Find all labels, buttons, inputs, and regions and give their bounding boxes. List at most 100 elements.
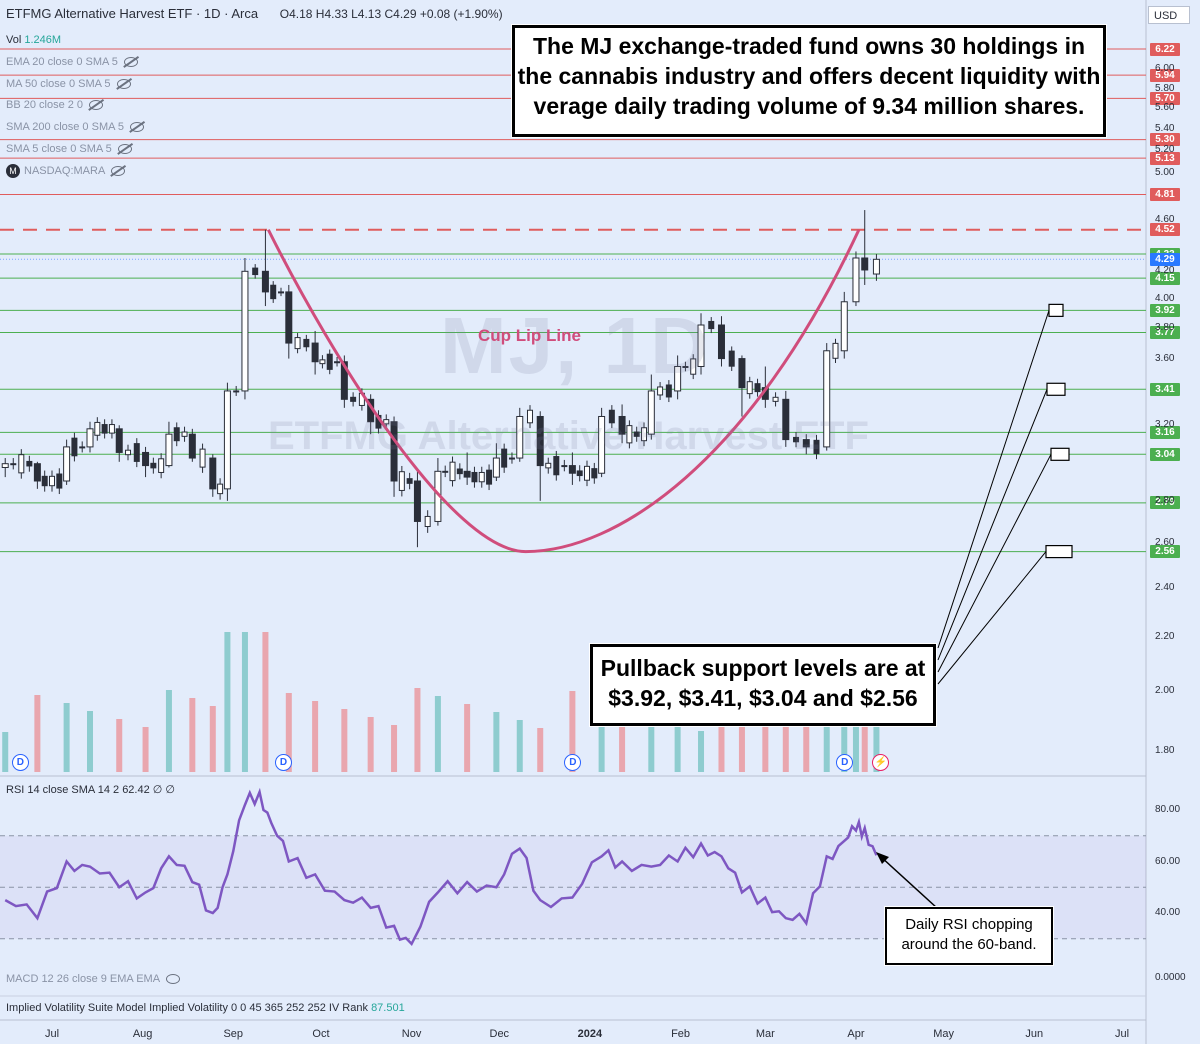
currency-selector[interactable]: USD bbox=[1148, 6, 1190, 24]
candle-body bbox=[508, 457, 515, 460]
candle-body bbox=[33, 463, 41, 482]
rsi-tick-label: 60.00 bbox=[1155, 855, 1181, 867]
top-callout: The MJ exchange-traded fund owns 30 hold… bbox=[512, 25, 1106, 137]
volume-bar bbox=[464, 704, 471, 772]
dividend-badge-icon[interactable]: D bbox=[274, 754, 292, 771]
price-tick-label: 5.80 bbox=[1155, 82, 1175, 94]
indicator-sma5-label: SMA 5 close 0 SMA 5 bbox=[6, 142, 112, 155]
volume-bar bbox=[823, 689, 830, 772]
price-badge: 5.94 bbox=[1150, 68, 1180, 82]
iv-legend[interactable]: Implied Volatility Suite Model Implied V… bbox=[6, 1002, 405, 1014]
chart-header: ETFMG Alternative Harvest ETF · 1D · Arc… bbox=[6, 6, 503, 21]
volume-bar bbox=[493, 712, 500, 772]
symbol-title[interactable]: ETFMG Alternative Harvest ETF · 1D · Arc… bbox=[6, 6, 259, 21]
rsi-arrow-line bbox=[879, 855, 938, 909]
candle-body bbox=[108, 424, 115, 434]
price-badge: 3.77 bbox=[1150, 325, 1180, 339]
candle-body bbox=[18, 454, 25, 474]
price-badge: 2.79 bbox=[1150, 496, 1180, 510]
hidden-eye-icon[interactable] bbox=[111, 165, 126, 176]
candle-body bbox=[633, 431, 640, 437]
candle-body bbox=[861, 257, 869, 271]
candle-body bbox=[199, 448, 206, 468]
candle-body bbox=[340, 361, 348, 400]
candle-body bbox=[608, 409, 615, 424]
volume-label: Vol bbox=[6, 34, 22, 46]
indicator-ma50[interactable]: MA 50 close 0 SMA 5 bbox=[6, 74, 144, 96]
rsi-legend[interactable]: RSI 14 close SMA 14 2 62.42 ∅ ∅ bbox=[6, 783, 175, 796]
volume-bar bbox=[569, 691, 576, 772]
candle-body bbox=[223, 390, 231, 490]
rsi-legend-label: RSI 14 close SMA 14 2 bbox=[6, 784, 120, 796]
indicator-sma5[interactable]: SMA 5 close 0 SMA 5 bbox=[6, 139, 144, 161]
hidden-eye-icon[interactable] bbox=[89, 100, 104, 111]
volume-bar bbox=[698, 731, 705, 772]
time-tick-label: Aug bbox=[132, 1028, 153, 1040]
time-tick-label: Jul bbox=[1114, 1028, 1130, 1040]
dividend-badge-icon[interactable]: D bbox=[564, 754, 582, 771]
rsi-tick-label: 0.0000 bbox=[1155, 972, 1186, 983]
price-tick-label: 1.80 bbox=[1155, 745, 1175, 756]
candle-body bbox=[209, 457, 217, 490]
indicator-ema20[interactable]: EMA 20 close 0 SMA 5 bbox=[6, 52, 144, 74]
macd-legend-label: MACD 12 26 close 9 EMA EMA bbox=[6, 973, 161, 985]
hidden-eye-icon[interactable] bbox=[116, 78, 131, 89]
volume-bar bbox=[434, 696, 441, 772]
iv-legend-value: 87.501 bbox=[371, 1002, 405, 1014]
rsi-tick-label: 80.00 bbox=[1155, 804, 1181, 815]
price-badge: 5.13 bbox=[1150, 151, 1180, 165]
candle-body bbox=[294, 337, 301, 350]
candle-body bbox=[561, 465, 568, 468]
volume-bar bbox=[341, 709, 348, 772]
candle-body bbox=[241, 270, 249, 392]
candle-body bbox=[553, 456, 560, 476]
candle-body bbox=[150, 462, 157, 469]
candle-body bbox=[261, 270, 269, 293]
support-connector-line bbox=[937, 551, 1047, 685]
indicator-compare-mara[interactable]: M NASDAQ:MARA bbox=[6, 161, 144, 183]
hidden-eye-icon[interactable] bbox=[123, 56, 138, 67]
candle-body bbox=[708, 320, 715, 330]
earnings-event-icon[interactable]: ⚡ bbox=[872, 754, 890, 771]
time-tick-label: Sep bbox=[223, 1028, 244, 1040]
candle-body bbox=[618, 415, 626, 435]
macd-legend[interactable]: MACD 12 26 close 9 EMA EMA bbox=[6, 973, 181, 985]
volume-bar bbox=[224, 632, 231, 772]
hidden-eye-icon[interactable] bbox=[117, 144, 132, 155]
volume-bar bbox=[34, 695, 41, 772]
price-badge: 4.29 bbox=[1150, 252, 1180, 266]
indicator-compare-label: NASDAQ:MARA bbox=[24, 164, 106, 177]
volume-bar bbox=[414, 688, 421, 772]
candle-body bbox=[665, 384, 672, 398]
candle-body bbox=[278, 291, 285, 294]
time-tick-label: Dec bbox=[489, 1028, 510, 1040]
dividend-badge-icon[interactable]: D bbox=[836, 754, 854, 771]
candle-body bbox=[516, 415, 524, 459]
candle-body bbox=[173, 427, 180, 442]
hidden-eye-icon[interactable] bbox=[166, 974, 181, 985]
dividend-badge-icon[interactable]: D bbox=[11, 754, 29, 771]
candle-body bbox=[115, 428, 123, 453]
support-callout: Pullback support levels are at $3.92, $3… bbox=[590, 644, 936, 726]
indicator-bb20[interactable]: BB 20 close 2 0 bbox=[6, 95, 144, 117]
candle-body bbox=[252, 267, 259, 276]
price-tick-label: 4.20 bbox=[1155, 265, 1175, 277]
price-badge: 5.30 bbox=[1150, 133, 1180, 147]
candle-body bbox=[101, 424, 108, 434]
candle-body bbox=[334, 361, 341, 364]
hidden-eye-icon[interactable] bbox=[130, 122, 145, 133]
candle-body bbox=[832, 342, 839, 359]
candle-body bbox=[1, 463, 9, 468]
candle-body bbox=[285, 291, 293, 344]
volume-legend[interactable]: Vol 1.246M bbox=[6, 30, 144, 52]
price-tick-label: 5.60 bbox=[1155, 102, 1175, 114]
cup-curve bbox=[266, 229, 861, 554]
price-badge: 5.70 bbox=[1150, 91, 1180, 105]
time-tick-label: Nov bbox=[401, 1028, 422, 1040]
price-tick-label: 4.60 bbox=[1155, 213, 1175, 225]
indicator-sma200[interactable]: SMA 200 close 0 SMA 5 bbox=[6, 117, 145, 139]
candle-body bbox=[545, 462, 552, 469]
rsi-line bbox=[4, 787, 878, 947]
candle-body bbox=[424, 515, 431, 528]
